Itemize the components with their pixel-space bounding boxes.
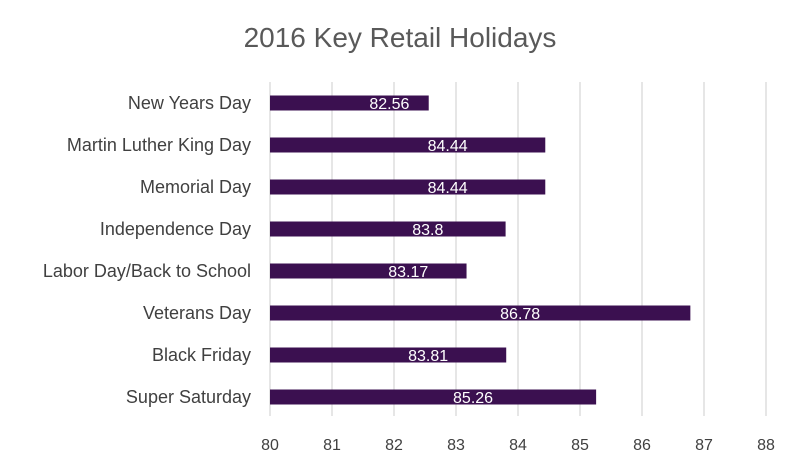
- data-label: 84.44: [428, 138, 468, 155]
- data-label: 82.56: [369, 96, 409, 113]
- category-label: Veterans Day: [143, 303, 251, 323]
- bar: [270, 221, 506, 237]
- data-labels: 82.56 84.44 84.44 83.8 83.17 86.78 83.81 85.26: [369, 96, 540, 407]
- bar: [270, 263, 467, 279]
- bar: [270, 95, 429, 111]
- x-tick-label: 88: [757, 437, 775, 454]
- category-label: Memorial Day: [140, 177, 251, 197]
- category-label: Labor Day/Back to School: [43, 261, 251, 281]
- data-label: 86.78: [500, 306, 540, 323]
- bar: [270, 305, 691, 321]
- bar: [270, 389, 597, 405]
- x-tick-label: 85: [571, 437, 589, 454]
- data-label: 84.44: [428, 180, 468, 197]
- x-tick-label: 81: [323, 437, 341, 454]
- category-label: Black Friday: [152, 345, 251, 365]
- data-label: 85.26: [453, 390, 493, 407]
- category-label: Independence Day: [100, 219, 251, 239]
- bar: [270, 347, 507, 363]
- bars: [270, 95, 691, 405]
- x-tick-label: 83: [447, 437, 465, 454]
- x-tick-label: 80: [261, 437, 279, 454]
- x-tick-label: 87: [695, 437, 713, 454]
- chart-title: 2016 Key Retail Holidays: [244, 22, 557, 53]
- data-label: 83.17: [388, 264, 428, 281]
- x-tick-label: 86: [633, 437, 651, 454]
- data-label: 83.8: [412, 222, 443, 239]
- bar: [270, 179, 546, 195]
- bar: [270, 137, 546, 153]
- category-label: Super Saturday: [126, 387, 251, 407]
- x-axis-ticks: 80 81 82 83 84 85 86 87 88: [261, 437, 775, 454]
- category-labels: New Years Day Martin Luther King Day Memor…: [43, 93, 251, 407]
- category-label: Martin Luther King Day: [67, 135, 251, 155]
- category-label: New Years Day: [128, 93, 251, 113]
- gridlines: [269, 82, 767, 416]
- data-label: 83.81: [408, 348, 448, 365]
- x-tick-label: 84: [509, 437, 527, 454]
- x-tick-label: 82: [385, 437, 403, 454]
